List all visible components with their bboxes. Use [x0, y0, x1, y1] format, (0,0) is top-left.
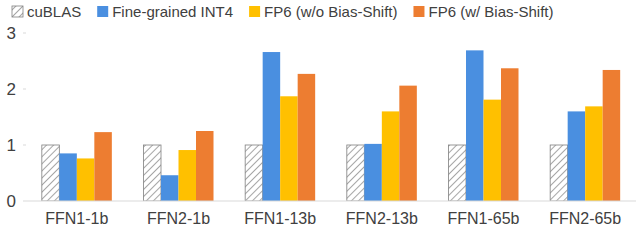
bar [603, 70, 621, 201]
y-tick [23, 33, 26, 34]
legend-swatch [12, 6, 23, 17]
y-tick-label: 0 [7, 192, 16, 211]
y-tick-label: 2 [7, 80, 16, 99]
bar [161, 175, 179, 201]
bar [245, 145, 263, 201]
bar [484, 100, 502, 201]
bar [382, 111, 400, 201]
x-tick-label: FFN2-65b [549, 210, 621, 227]
chart: 0 1 2 3 FFN1-1b FFN2-1b FFN1-13b FFN2-13b FFN1-6… [0, 0, 640, 231]
bar [501, 68, 519, 201]
legend-label: cuBLAS [27, 3, 81, 20]
legend-swatch [249, 6, 260, 17]
x-axis [26, 201, 636, 202]
bar [77, 158, 95, 201]
x-tick-label: FFN1-1b [45, 210, 108, 227]
y-tick [23, 201, 26, 202]
bar [179, 150, 197, 201]
bar [144, 145, 162, 201]
bar [399, 86, 417, 201]
bar [568, 111, 586, 201]
legend-swatch [97, 6, 108, 17]
bar [364, 144, 382, 201]
x-tick-label: FFN2-13b [346, 210, 418, 227]
bar [466, 50, 484, 201]
bar [449, 145, 467, 201]
x-tick-label: FFN1-65b [447, 210, 519, 227]
legend-label: FP6 (w/ Bias-Shift) [428, 3, 553, 20]
bar [196, 131, 214, 201]
y-tick [23, 145, 26, 146]
y-tick-label: 3 [7, 24, 16, 43]
bar [347, 145, 365, 201]
x-tick-label: FFN1-13b [244, 210, 316, 227]
legend-label: FP6 (w/o Bias-Shift) [264, 3, 397, 20]
legend-label: Fine-grained INT4 [112, 3, 233, 20]
legend-swatch [413, 6, 424, 17]
bar [42, 145, 60, 201]
bar [263, 52, 281, 201]
bar [298, 74, 316, 201]
x-tick-label: FFN2-1b [147, 210, 210, 227]
bars [42, 50, 620, 201]
bar [59, 153, 76, 201]
y-tick-label: 1 [7, 136, 16, 155]
legend: cuBLAS Fine-grained INT4 FP6 (w/o Bias-Shi… [12, 3, 554, 20]
bar [550, 145, 568, 201]
bar [585, 106, 603, 201]
bar [280, 96, 298, 201]
y-tick [23, 89, 26, 90]
bar [94, 132, 112, 201]
